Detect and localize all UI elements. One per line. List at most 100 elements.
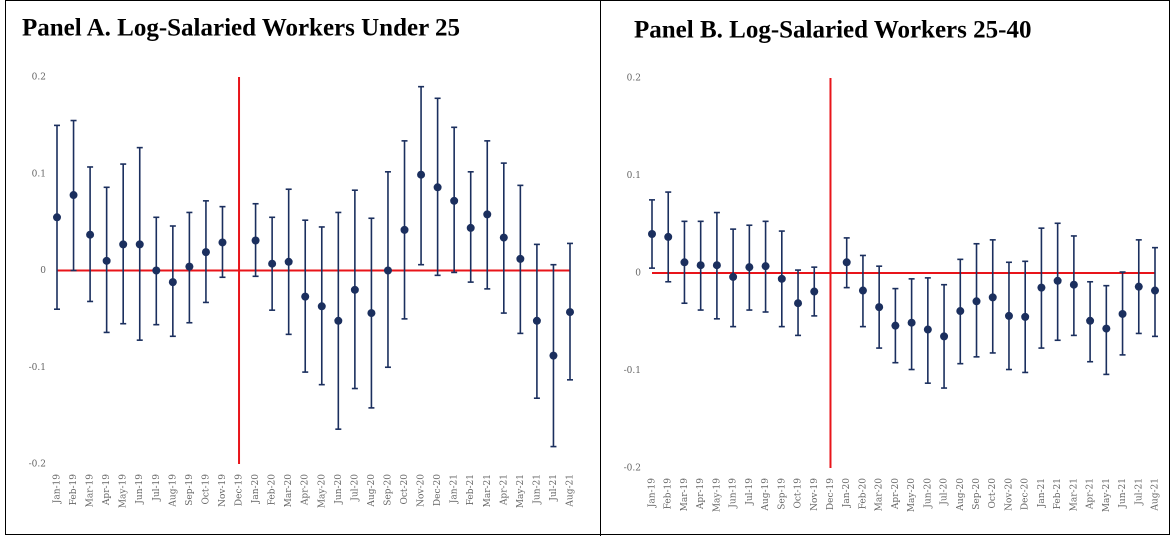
x-tick-label: Dec-20 [433,474,443,506]
x-tick-label: Feb-20 [268,474,278,506]
x-tick-label: Feb-21 [466,474,476,505]
x-tick-label: Aug-19 [168,474,178,508]
point [350,285,359,294]
x-tick-label: Apr-21 [499,474,509,506]
y-tick-label: 0 [635,269,641,279]
x-tick-label: Oct-20 [400,474,410,505]
point [185,262,194,271]
frame [5,0,1170,535]
point [745,263,754,272]
y-tick-label: 0.2 [627,74,641,84]
point [729,272,738,281]
chart-title: Panel A. Log-Salaried Workers Under 25 [22,15,460,42]
point [1086,316,1095,325]
x-tick-label: Dec-20 [1021,478,1031,510]
point [696,261,705,270]
point [549,351,558,360]
point [400,225,409,234]
point [102,256,111,265]
x-tick-label: Aug-21 [566,474,576,508]
x-tick-label: Mar-21 [483,474,493,507]
x-tick-label: Jul-21 [549,474,559,502]
x-tick-label: Aug-20 [956,478,966,512]
x-tick-label: May-19 [119,474,129,508]
x-tick-label: Jul-21 [1134,478,1144,506]
point [1151,286,1159,295]
x-tick-label: Sep-20 [383,474,393,506]
point [1102,324,1111,333]
x-tick-label: Mar-20 [875,478,885,512]
x-tick-label: Jan-20 [251,474,261,505]
x-tick-label: Apr-19 [696,478,706,510]
x-tick-label: May-19 [712,478,722,512]
x-tick-label: Apr-20 [891,478,901,510]
point [69,191,78,200]
point [53,213,61,222]
point [383,266,392,275]
point [842,258,851,267]
x-tick-label: Oct-20 [988,478,998,509]
point [268,259,277,268]
x-tick-label: Mar-19 [86,474,96,508]
point [988,293,997,302]
y-tick-label: 0.2 [32,73,46,83]
x-tick-label: Jul-20 [350,474,360,502]
point [317,302,326,311]
x-tick-label: Mar-19 [680,478,690,512]
x-tick-label: May-20 [907,478,917,512]
x-tick-label: Apr-21 [1086,478,1096,510]
point [284,257,293,266]
point [433,183,442,192]
point [777,274,786,283]
y-tick-label: -0.2 [29,460,46,470]
point [923,325,932,334]
x-tick-label: Mar-21 [1069,478,1079,511]
x-tick-label: Jun-21 [532,474,542,505]
point [152,266,161,275]
x-tick-label: Aug-20 [367,474,377,508]
x-tick-label: Aug-19 [761,478,771,512]
point [516,254,525,263]
x-tick-label: Sep-19 [777,478,787,510]
point [301,292,310,301]
point [499,233,508,242]
x-tick-label: Nov-20 [417,474,427,507]
point [712,261,721,270]
point [664,232,673,241]
x-tick-label: Jun-19 [729,478,739,509]
point [86,230,95,239]
point [1069,280,1078,289]
point [956,307,965,316]
x-tick-label: May-20 [317,474,327,508]
x-tick-label: Oct-19 [201,474,211,505]
x-tick-label: Jul-19 [152,474,162,502]
point [794,299,803,308]
x-tick-label: Jun-21 [1118,478,1128,509]
point [334,316,343,325]
point [810,287,819,296]
x-tick-label: Feb-21 [1053,478,1063,509]
point [119,240,128,249]
x-tick-label: Jun-19 [135,474,145,505]
y-tick-label: -0.2 [624,464,641,474]
point [201,248,210,257]
x-tick-label: Jan-20 [842,478,852,509]
x-tick-label: Oct-19 [794,478,804,509]
point [135,240,144,249]
point [761,262,770,271]
point [972,297,981,306]
x-tick-label: Apr-19 [102,474,112,506]
x-tick-label: Jul-19 [745,478,755,506]
x-tick-label: Sep-20 [972,478,982,510]
y-tick-label: 0.1 [627,171,641,181]
point [532,316,541,325]
point [1053,276,1062,285]
y-tick-label: -0.1 [29,363,46,373]
point [1134,282,1143,291]
y-tick-label: 0 [40,266,46,276]
point [648,230,656,238]
point [450,196,459,205]
x-tick-label: Jun-20 [334,474,344,505]
